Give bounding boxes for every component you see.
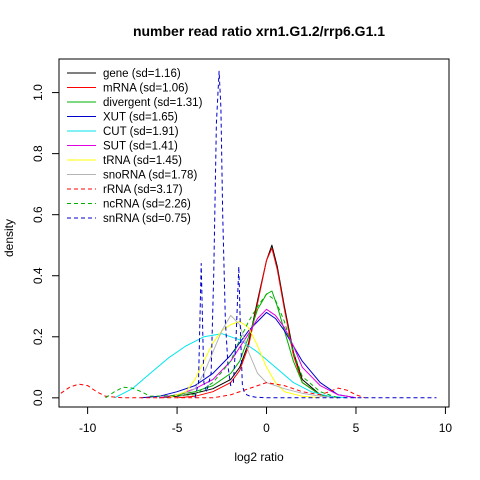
legend-label: gene (sd=1.16)	[103, 68, 181, 80]
series-line-11	[194, 70, 437, 399]
x-tick-label: 10	[439, 421, 453, 435]
legend: gene (sd=1.16) mRNA (sd=1.06) divergent (s…	[67, 68, 203, 225]
x-tick-label: -10	[79, 421, 97, 435]
legend-label: snoRNA (sd=1.78)	[103, 170, 197, 182]
y-tick-label: 0.2	[31, 328, 45, 345]
legend-label: divergent (sd=1.31)	[103, 97, 203, 109]
series-line-10	[105, 293, 339, 399]
x-tick-label: 0	[263, 421, 270, 435]
y-tick-label: 1.0	[31, 84, 45, 101]
legend-label: ncRNA (sd=2.26)	[103, 199, 191, 211]
y-tick-label: 0.6	[31, 206, 45, 223]
y-tick-label: 0.4	[31, 267, 45, 284]
series-line-9	[60, 382, 366, 399]
legend-label: SUT (sd=1.41)	[103, 141, 178, 153]
x-tick-label: 5	[353, 421, 360, 435]
chart-title: number read ratio xrn1.G1.2/rrp6.G1.1	[133, 23, 385, 39]
series-line-7	[167, 321, 321, 399]
x-tick-label: -5	[172, 421, 183, 435]
series-line-6	[159, 308, 357, 399]
y-tick-label: 0.0	[31, 389, 45, 406]
series-line-2	[177, 247, 339, 399]
series-line-4	[141, 311, 357, 399]
series-line-8	[176, 314, 339, 399]
legend-label: CUT (sd=1.91)	[103, 126, 179, 138]
x-axis-label: log2 ratio	[234, 450, 284, 464]
y-axis-label: density	[2, 219, 16, 257]
legend-label: rRNA (sd=3.17)	[103, 184, 183, 196]
legend-label: snRNA (sd=0.75)	[103, 213, 191, 225]
legend-label: mRNA (sd=1.06)	[103, 83, 188, 95]
series-line-5	[114, 333, 348, 399]
legend-label: tRNA (sd=1.45)	[103, 155, 182, 167]
plot-frame	[58, 58, 450, 408]
legend-label: XUT (sd=1.65)	[103, 112, 178, 124]
y-tick-label: 0.8	[31, 145, 45, 162]
series-lines	[60, 70, 437, 399]
